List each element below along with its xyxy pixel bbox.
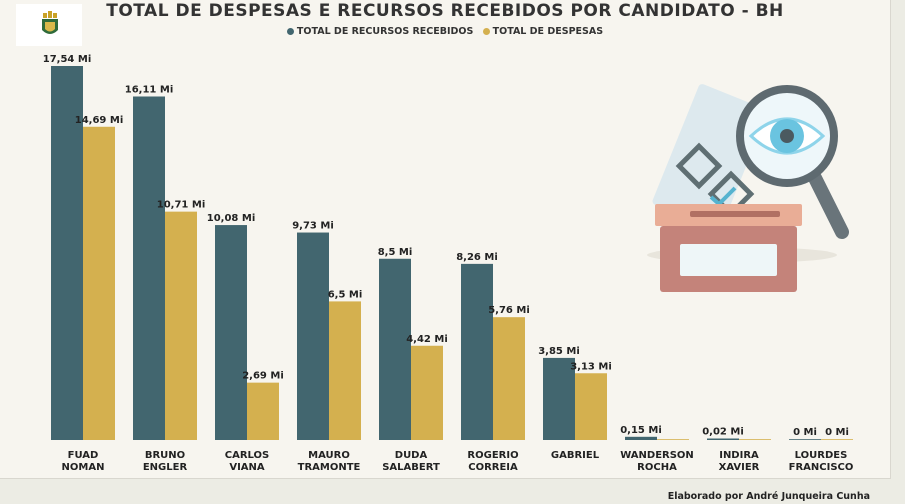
x-tick-label-0-0: FUAD — [68, 450, 99, 461]
value-label-despesas-2: 2,69 Mi — [242, 371, 284, 382]
bar-despesas-2 — [247, 382, 279, 440]
value-label-recursos-4: 8,5 Mi — [378, 247, 413, 258]
x-tick-label-3-1: TRAMONTE — [298, 462, 361, 473]
bar-despesas-8 — [739, 439, 771, 440]
bar-despesas-3 — [329, 301, 361, 440]
x-tick-label-8-1: XAVIER — [719, 462, 760, 473]
footer-credit: Elaborado por André Junqueira Cunha — [667, 491, 870, 502]
value-label-recursos-3: 9,73 Mi — [292, 221, 334, 232]
x-tick-label-7-1: ROCHA — [637, 462, 677, 473]
bar-despesas-1 — [165, 211, 197, 440]
logo — [16, 4, 82, 46]
legend-label-recursos: TOTAL DE RECURSOS RECEBIDOS — [296, 26, 474, 37]
value-label-despesas-5: 5,76 Mi — [488, 305, 530, 316]
legend-item-recursos: TOTAL DE RECURSOS RECEBIDOS — [286, 26, 474, 37]
x-tick-label-0-1: NOMAN — [62, 462, 105, 473]
bar-despesas-0 — [83, 126, 115, 441]
ballot-box-magnifier-icon — [647, 84, 849, 292]
bar-recursos-5 — [461, 263, 493, 440]
bar-recursos-2 — [215, 225, 247, 440]
value-label-despesas-3: 6,5 Mi — [328, 289, 363, 300]
value-label-recursos-7: 0,15 Mi — [620, 425, 662, 436]
value-label-recursos-5: 8,26 Mi — [456, 252, 498, 263]
value-label-recursos-0: 17,54 Mi — [43, 54, 92, 65]
bar-despesas-4 — [411, 345, 443, 440]
legend-label-despesas: TOTAL DE DESPESAS — [492, 26, 604, 37]
value-label-despesas-4: 4,42 Mi — [406, 334, 448, 345]
x-tick-label-1-0: BRUNO — [145, 450, 185, 461]
bar-recursos-7 — [625, 436, 657, 440]
bar-recursos-0 — [51, 66, 83, 440]
x-tick-label-4-1: SALABERT — [382, 462, 440, 473]
value-label-recursos-2: 10,08 Mi — [207, 213, 256, 224]
value-label-recursos-8: 0,02 Mi — [702, 427, 744, 438]
bar-despesas-7 — [657, 439, 689, 440]
bar-despesas-6 — [575, 373, 607, 440]
bar-recursos-6 — [543, 357, 575, 440]
value-label-despesas-1: 10,71 Mi — [157, 200, 206, 211]
bars — [51, 66, 853, 441]
chart-title: TOTAL DE DESPESAS E RECURSOS RECEBIDOS P… — [106, 1, 784, 21]
value-label-recursos-1: 16,11 Mi — [125, 84, 174, 95]
value-label-despesas-0: 14,69 Mi — [75, 115, 124, 126]
bar-recursos-9 — [789, 439, 821, 440]
legend-item-despesas: TOTAL DE DESPESAS — [482, 26, 604, 37]
legend-swatch-despesas — [482, 28, 490, 35]
x-tick-label-2-0: CARLOS — [225, 450, 270, 461]
bar-recursos-3 — [297, 232, 329, 440]
bar-despesas-5 — [493, 317, 525, 440]
value-label-recursos-9: 0 Mi — [793, 427, 817, 438]
x-tick-label-9-1: FRANCISCO — [789, 462, 854, 473]
x-tick-label-4-0: DUDA — [395, 450, 428, 461]
bh-coat-of-arms-icon — [42, 11, 58, 34]
bar-despesas-9 — [821, 439, 853, 440]
x-tick-label-2-1: VIANA — [229, 462, 265, 473]
x-tick-label-6-0: GABRIEL — [551, 450, 600, 461]
legend: TOTAL DE RECURSOS RECEBIDOS TOTAL DE DES… — [0, 26, 890, 38]
x-tick-label-7-0: WANDERSON — [620, 450, 694, 461]
x-tick-label-3-0: MAURO — [308, 450, 350, 461]
value-label-despesas-6: 3,13 Mi — [570, 361, 612, 372]
x-tick-label-1-1: ENGLER — [143, 462, 188, 473]
value-label-recursos-6: 3,85 Mi — [538, 346, 580, 357]
value-label-despesas-9: 0 Mi — [825, 427, 849, 438]
bar-recursos-8 — [707, 438, 739, 440]
legend-swatch-recursos — [286, 28, 294, 35]
x-tick-label-9-0: LOURDES — [795, 450, 848, 461]
x-tick-label-8-0: INDIRA — [719, 450, 759, 461]
x-tick-label-5-1: CORREIA — [468, 462, 518, 473]
x-tick-label-5-0: ROGERIO — [467, 450, 518, 461]
bar-recursos-1 — [133, 96, 165, 440]
bar-recursos-4 — [379, 258, 411, 440]
